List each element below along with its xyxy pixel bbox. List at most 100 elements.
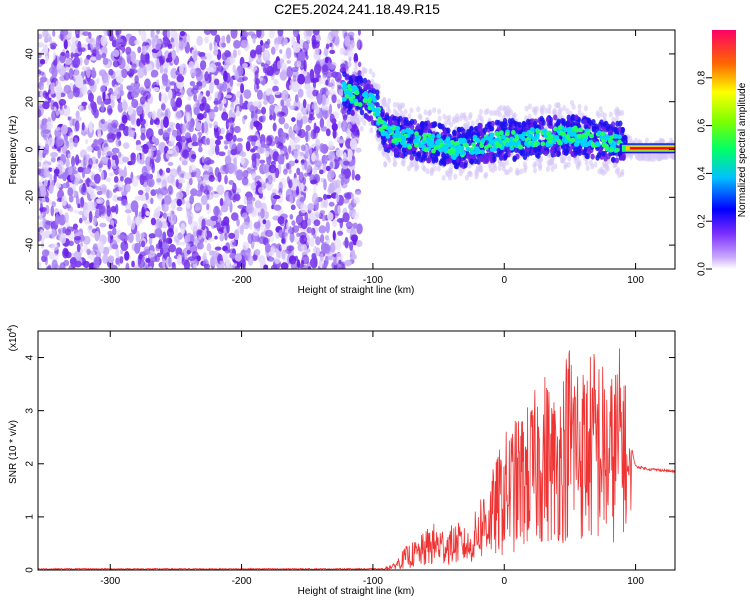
noise-speck	[156, 58, 160, 70]
noise-speck	[257, 146, 265, 154]
noise-speck	[241, 176, 249, 186]
noise-speck	[144, 44, 150, 54]
noise-speck	[67, 89, 75, 100]
noise-speck	[189, 80, 196, 87]
noise-speck	[144, 248, 150, 255]
ridge-band	[522, 121, 527, 128]
noise-speck	[160, 103, 166, 111]
ridge-haze	[563, 163, 568, 170]
noise-speck	[137, 153, 141, 165]
noise-speck	[219, 86, 223, 94]
noise-speck	[213, 49, 219, 56]
noise-speck	[344, 259, 352, 267]
noise-speck	[112, 91, 121, 100]
noise-speck	[305, 248, 311, 253]
noise-speck	[169, 81, 176, 86]
ridge-band	[582, 118, 588, 125]
ridge-band	[438, 159, 444, 166]
noise-speck	[236, 137, 244, 142]
ridge-haze	[485, 107, 490, 114]
noise-speck	[226, 87, 231, 96]
noise-speck	[340, 176, 345, 186]
noise-speck	[134, 216, 143, 225]
noise-speck	[39, 211, 44, 218]
noise-speck	[353, 196, 360, 205]
noise-speck	[48, 251, 55, 260]
noise-speck	[312, 30, 320, 36]
ridge-band	[412, 150, 418, 157]
noise-speck	[89, 37, 96, 50]
ridge-haze	[656, 155, 661, 162]
noise-speck	[342, 114, 348, 121]
ridge-haze	[539, 107, 544, 114]
ridge-haze	[369, 127, 374, 134]
noise-speck	[64, 58, 73, 65]
noise-speck	[44, 33, 52, 42]
noise-speck	[50, 89, 55, 95]
noise-speck	[347, 149, 353, 160]
noise-speck	[180, 222, 186, 235]
ridge-band	[469, 125, 474, 132]
noise-speck	[356, 39, 363, 51]
ridge-band	[611, 126, 617, 133]
noise-speck	[54, 126, 61, 131]
ridge-band	[618, 120, 623, 127]
ridge-haze	[664, 154, 669, 161]
noise-speck	[175, 111, 184, 119]
noise-speck	[199, 183, 208, 193]
noise-speck	[214, 139, 221, 146]
ridge-core	[591, 143, 596, 148]
noise-speck	[158, 55, 166, 65]
ridge-band	[592, 134, 598, 141]
noise-speck	[84, 219, 91, 225]
noise-speck	[273, 79, 279, 85]
noise-speck	[125, 46, 132, 56]
noise-speck	[342, 212, 350, 223]
ridge-haze	[479, 115, 484, 122]
ridge-core	[504, 131, 510, 137]
ridge-band	[550, 146, 555, 153]
noise-speck	[162, 38, 171, 46]
noise-speck	[55, 89, 62, 101]
ridge-band	[434, 156, 439, 163]
noise-speck	[355, 239, 363, 247]
noise-speck	[51, 259, 58, 269]
noise-speck	[316, 93, 323, 105]
noise-speck	[277, 192, 284, 204]
noise-speck	[124, 177, 132, 185]
noise-speck	[277, 30, 284, 37]
noise-speck	[48, 66, 56, 74]
noise-speck	[246, 203, 254, 215]
noise-speck	[344, 193, 352, 201]
ridge-band	[348, 77, 354, 84]
noise-speck	[38, 103, 43, 109]
ridge-band	[603, 155, 608, 162]
ridge-band	[474, 125, 479, 132]
noise-speck	[104, 72, 110, 83]
ridge-haze	[538, 162, 543, 169]
noise-speck	[39, 203, 44, 214]
noise-speck	[76, 231, 82, 236]
noise-speck	[232, 195, 237, 203]
noise-speck	[55, 137, 62, 148]
ridge-band	[454, 163, 460, 170]
noise-speck	[199, 94, 203, 100]
noise-speck	[221, 35, 226, 43]
ridge-haze	[478, 163, 483, 170]
ridge-haze	[492, 162, 497, 169]
noise-speck	[39, 229, 44, 236]
noise-speck	[184, 104, 192, 112]
noise-speck	[61, 182, 70, 189]
noise-speck	[190, 220, 198, 232]
ridge-haze	[448, 167, 453, 174]
ridge-haze	[599, 166, 604, 173]
noise-speck	[115, 30, 122, 36]
noise-speck	[325, 79, 329, 86]
noise-speck	[296, 60, 302, 68]
noise-speck	[39, 71, 45, 76]
noise-speck	[327, 212, 334, 221]
noise-speck	[67, 153, 71, 159]
noise-speck	[180, 173, 185, 178]
noise-speck	[141, 65, 147, 73]
noise-speck	[301, 106, 308, 115]
